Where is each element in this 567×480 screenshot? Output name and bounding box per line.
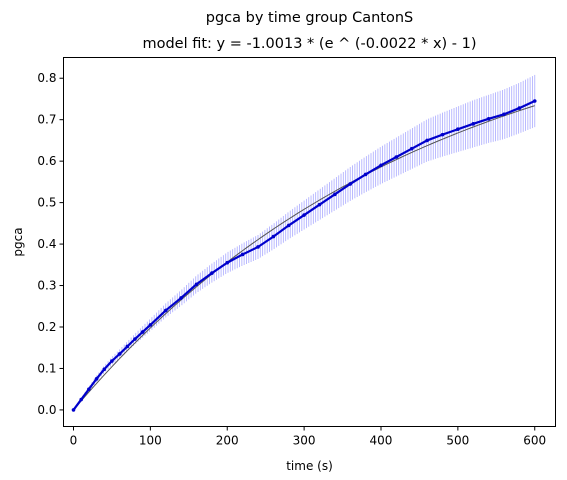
chart-subtitle: model fit: y = -1.0013 * (e ^ (-0.0022 *…	[142, 36, 476, 52]
data-point	[140, 330, 145, 334]
y-tick-label: 0.4	[37, 237, 56, 251]
x-axis-label: time (s)	[286, 459, 333, 473]
data-point	[425, 138, 429, 143]
y-tick-label: 0.7	[37, 113, 56, 127]
data-point	[163, 308, 168, 313]
y-axis: 0.0 0.1 0.2 0.3 0.4 0.5 0.6 0.7 0.8	[37, 71, 64, 417]
data-point	[471, 122, 476, 126]
data-point	[179, 296, 183, 300]
data-point	[133, 337, 137, 341]
data-point	[486, 117, 491, 121]
x-tick-label: 300	[293, 434, 316, 448]
data-point	[148, 323, 153, 327]
data-point	[502, 112, 506, 117]
chart-title: pgca by time group CantonS	[206, 10, 414, 26]
data-point	[517, 106, 522, 110]
y-tick-label: 0.3	[37, 279, 56, 293]
data-point	[333, 192, 337, 197]
data-point	[110, 359, 114, 363]
data-point	[71, 408, 76, 412]
data-point	[79, 397, 83, 402]
data-point	[317, 202, 322, 207]
data-point	[394, 155, 399, 159]
data-point	[363, 172, 368, 177]
x-tick-label: 100	[139, 434, 162, 448]
y-tick-label: 0.2	[37, 320, 56, 334]
data-point	[379, 163, 383, 168]
y-tick-label: 0.1	[37, 361, 56, 375]
x-tick-label: 400	[370, 434, 393, 448]
y-axis-label: pgca	[11, 227, 25, 256]
x-tick-label: 0	[70, 434, 78, 448]
x-tick-label: 600	[523, 434, 546, 448]
data-point	[102, 367, 107, 372]
y-tick-label: 0.6	[37, 154, 56, 168]
data-point	[456, 127, 460, 132]
data-point	[286, 223, 291, 228]
data-point	[194, 282, 199, 287]
x-tick-label: 500	[446, 434, 469, 448]
fit-line	[73, 105, 535, 411]
data-point	[240, 252, 245, 257]
data-point	[117, 352, 122, 356]
y-tick-label: 0.8	[37, 71, 56, 85]
data-point	[210, 271, 214, 275]
x-tick-label: 200	[216, 434, 239, 448]
data-point	[532, 99, 537, 103]
data-points	[71, 99, 537, 412]
x-axis: 0 100 200 300 400 500 600	[70, 426, 546, 448]
error-bars	[75, 74, 536, 408]
y-tick-label: 0.5	[37, 196, 56, 210]
y-tick-label: 0.0	[37, 403, 56, 417]
data-point	[409, 146, 414, 151]
data-point	[256, 245, 260, 249]
plot-area	[71, 74, 537, 412]
data-point	[94, 377, 99, 381]
data-point	[348, 182, 353, 186]
data-point	[225, 260, 230, 265]
axes-frame	[63, 57, 556, 427]
data-point	[87, 387, 91, 391]
data-point	[125, 344, 130, 349]
data-point	[271, 234, 276, 239]
data-point	[440, 132, 445, 137]
data-point	[302, 213, 306, 217]
